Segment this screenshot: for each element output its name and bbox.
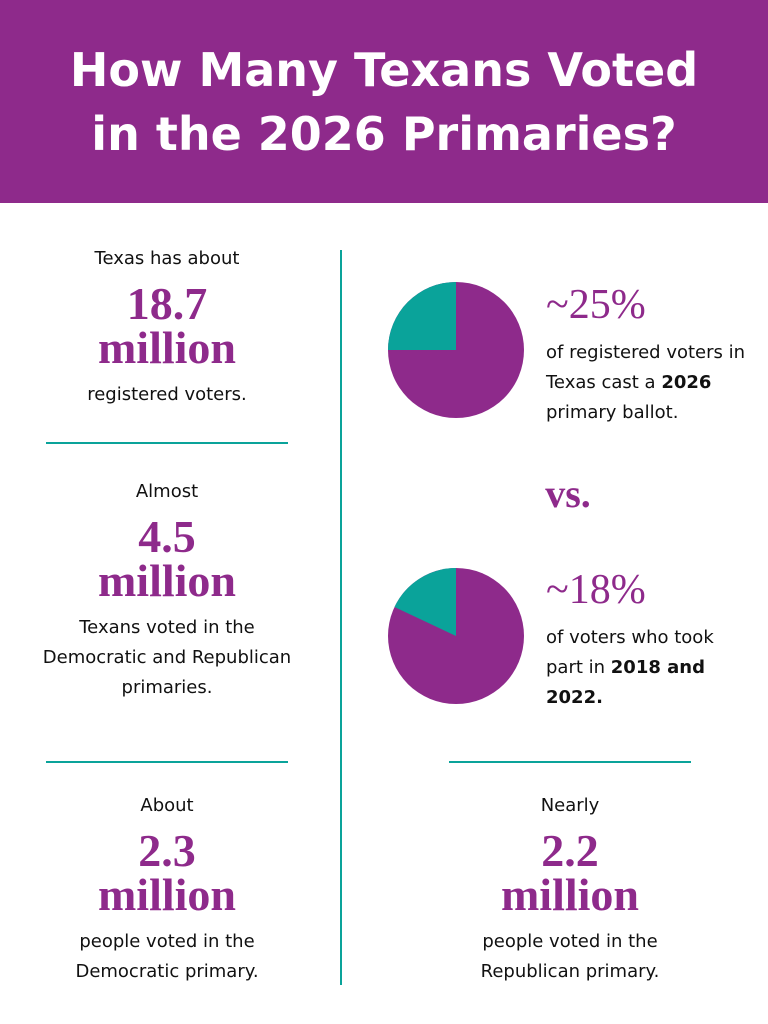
stat-text: registered voters. [87,384,247,405]
pie-slice [388,282,456,350]
stat-block: Nearly 2.2 million people voted in the Repu… [440,791,700,987]
pie-description: of voters who took part in 2018 and 2022… [546,623,756,713]
pie-text: ~25% of registered voters in Texas cast a… [546,280,756,428]
header: How Many Texans Voted in the 2026 Primar… [0,0,768,203]
pie-description: of registered voters in Texas cast a 202… [546,338,756,428]
stat-text: Texans voted in the Democratic and Repub… [42,617,292,698]
stat-block: Texas has about 18.7 million registered vot… [37,244,297,410]
stat-block: About 2.3 million people voted in the Democ… [37,791,297,987]
stat-number: 2.2 [541,825,599,876]
text: of registered voters in Texas cast a [546,342,746,393]
stat-unit: million [97,555,237,606]
stat-number: 4.5 [138,511,196,562]
pie-label: ~25% [546,282,646,328]
divider [46,761,288,763]
stat-intro: Nearly [540,795,600,816]
pie-text: ~18% of voters who took part in 2018 and … [546,565,756,713]
stat-intro: Texas has about [94,248,240,269]
stat-intro: Almost [135,481,199,502]
pie-slice [394,568,456,636]
divider [340,250,342,985]
divider [449,761,691,763]
stat-block: Almost 4.5 million Texans voted in the Demo… [37,477,297,703]
bold-text: 2026 [661,372,712,393]
stat-number: 18.7 [126,278,208,329]
divider [46,442,288,444]
text: primary ballot. [546,402,679,423]
text: of voters who took part in [546,627,714,678]
stat-number: 2.3 [138,825,196,876]
vs-label: vs. [545,471,591,516]
stat-unit: million [97,322,237,373]
stat-text: people voted in the Democratic primary. [75,931,259,982]
stat-unit: million [97,869,237,920]
title: How Many Texans Voted in the 2026 Primar… [69,42,699,161]
stat-unit: million [500,869,640,920]
pie-label: ~18% [546,567,646,613]
stat-text: people voted in the Republican primary. [480,931,660,982]
bold-text: 2018 and 2022. [546,657,705,708]
stat-intro: About [140,795,194,816]
